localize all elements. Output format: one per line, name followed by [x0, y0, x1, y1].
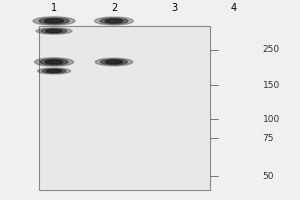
Text: 250: 250	[262, 45, 280, 54]
Ellipse shape	[42, 69, 66, 73]
Ellipse shape	[38, 68, 70, 74]
Ellipse shape	[36, 28, 72, 34]
Ellipse shape	[106, 60, 122, 64]
Ellipse shape	[100, 59, 127, 65]
Ellipse shape	[34, 58, 74, 66]
Ellipse shape	[33, 17, 75, 25]
Text: 3: 3	[171, 3, 177, 13]
Ellipse shape	[94, 17, 134, 25]
Ellipse shape	[45, 60, 63, 64]
Text: 150: 150	[262, 81, 280, 90]
Ellipse shape	[41, 29, 67, 33]
Ellipse shape	[100, 18, 128, 24]
Ellipse shape	[40, 59, 68, 65]
Ellipse shape	[105, 19, 123, 23]
Ellipse shape	[95, 58, 133, 66]
Ellipse shape	[46, 29, 62, 33]
Text: 100: 100	[262, 115, 280, 124]
Text: 2: 2	[111, 3, 117, 13]
Ellipse shape	[39, 18, 69, 24]
Text: 1: 1	[51, 3, 57, 13]
Text: 50: 50	[262, 172, 274, 181]
Text: 75: 75	[262, 134, 274, 143]
Ellipse shape	[46, 70, 62, 72]
Text: 4: 4	[231, 3, 237, 13]
Bar	[39, 26, 210, 190]
Ellipse shape	[44, 19, 64, 23]
